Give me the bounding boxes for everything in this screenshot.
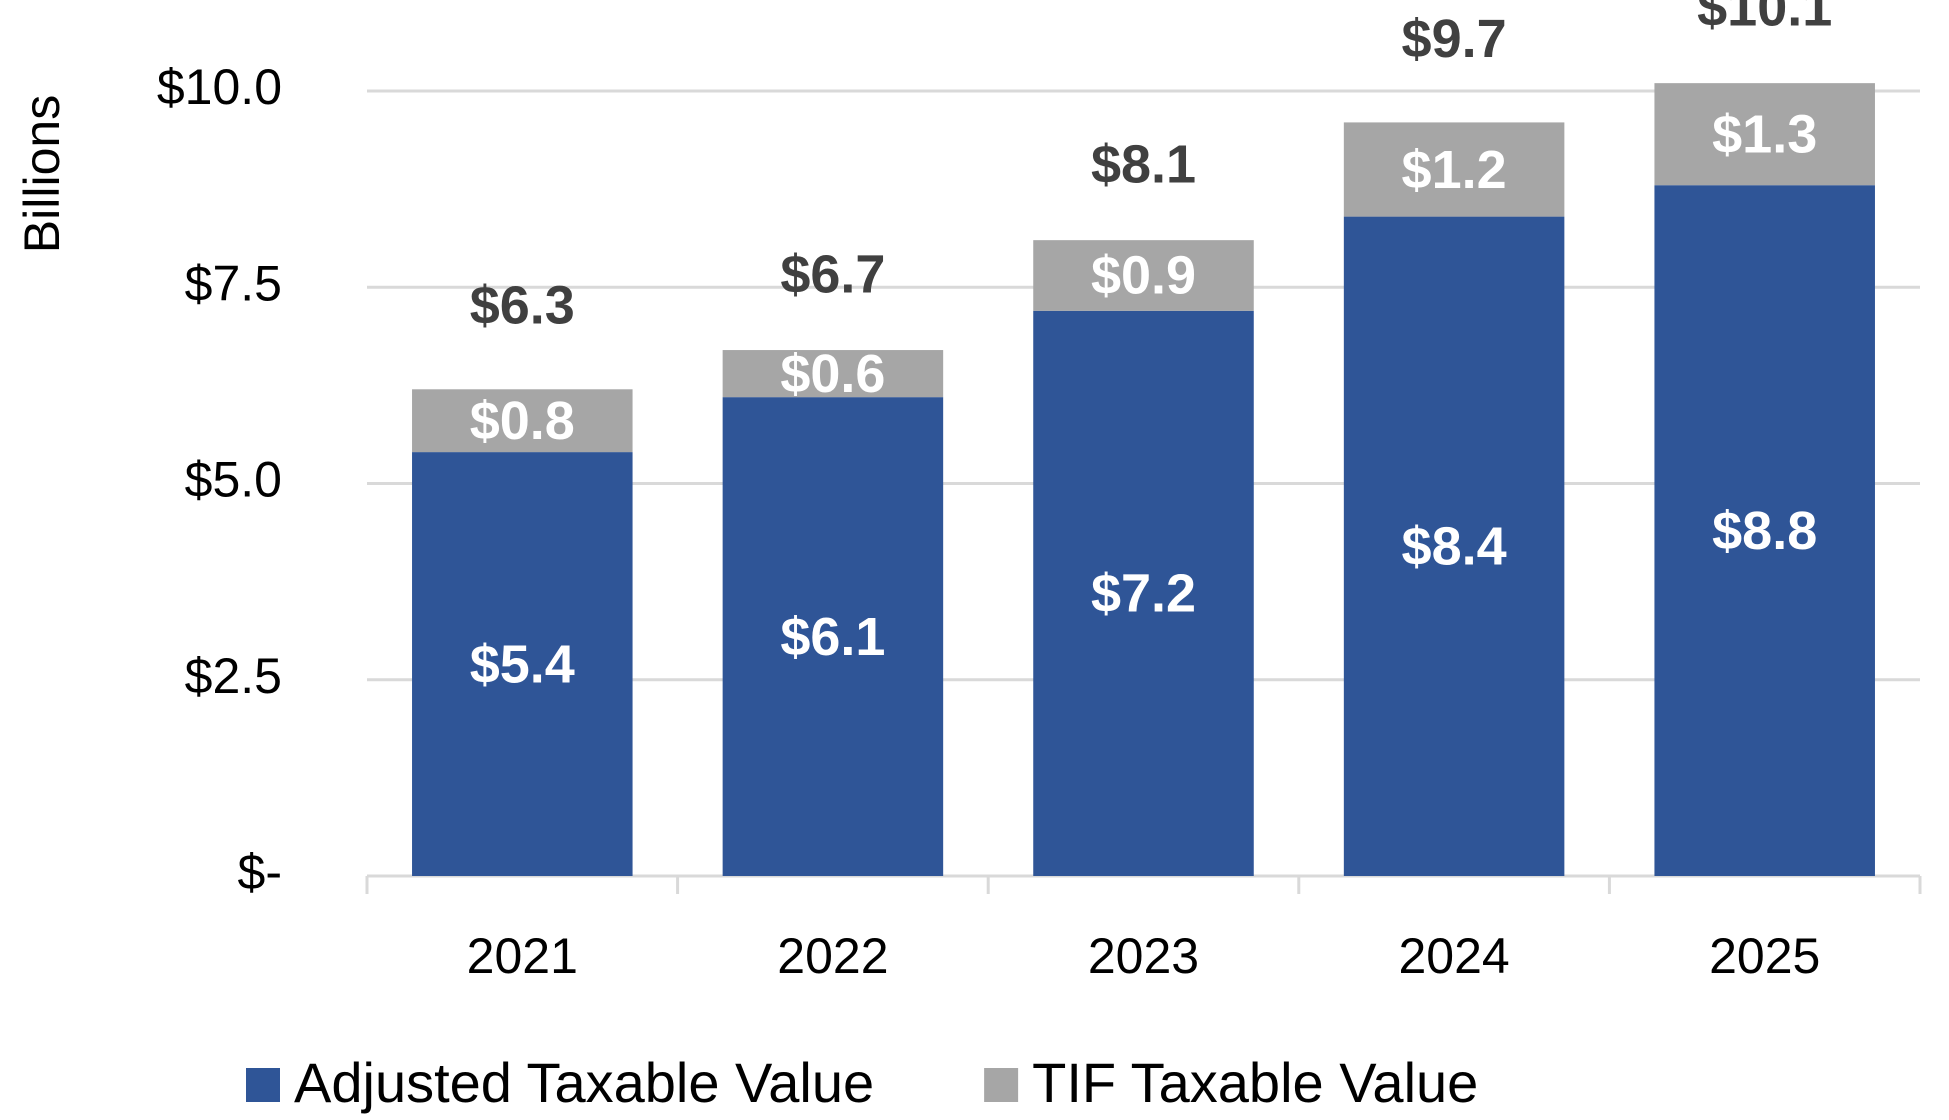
bar-segment [722,397,944,876]
y-tick-label: $- [238,844,282,900]
bar-segment [1033,310,1254,876]
segment-label: $0.6 [780,344,885,404]
segment-label: $0.8 [470,391,575,451]
total-label: $6.3 [470,276,575,336]
bar-segment [1343,122,1565,217]
total-label: $6.7 [780,244,885,304]
segment-label: $8.8 [1712,501,1817,561]
x-tick-label: 2022 [777,928,888,984]
bar-segment [1033,240,1254,311]
legend-label: Adjusted Taxable Value [294,1051,874,1114]
segment-label: $6.1 [780,607,885,667]
bar-segment [722,350,944,398]
y-axis-label: Billions [14,95,70,253]
segment-label: $0.9 [1091,246,1196,306]
y-tick-label: $7.5 [185,255,282,311]
legend-swatch [246,1068,280,1102]
x-tick-label: 2025 [1709,928,1820,984]
bar-segment [1343,216,1565,877]
y-tick-label: $5.0 [185,452,282,508]
y-tick-label: $10.0 [157,59,282,115]
x-tick-label: 2021 [467,928,578,984]
bar-segment [412,452,633,876]
legend-label: TIF Taxable Value [1032,1051,1478,1114]
segment-label: $8.4 [1402,517,1507,577]
bar-segment [1654,83,1875,186]
total-label: $8.1 [1091,134,1196,194]
x-tick-label: 2024 [1398,928,1509,984]
total-label: $10.1 [1697,0,1832,37]
segment-label: $5.4 [470,634,575,694]
legend-swatch [984,1068,1019,1102]
bar-segment [412,389,633,453]
y-tick-label: $2.5 [185,648,282,704]
bar-segment [1654,185,1875,876]
segment-label: $1.2 [1402,140,1507,200]
segment-label: $7.2 [1091,564,1196,624]
x-tick-label: 2023 [1088,928,1199,984]
segment-label: $1.3 [1712,104,1817,164]
total-label: $9.7 [1402,9,1507,69]
